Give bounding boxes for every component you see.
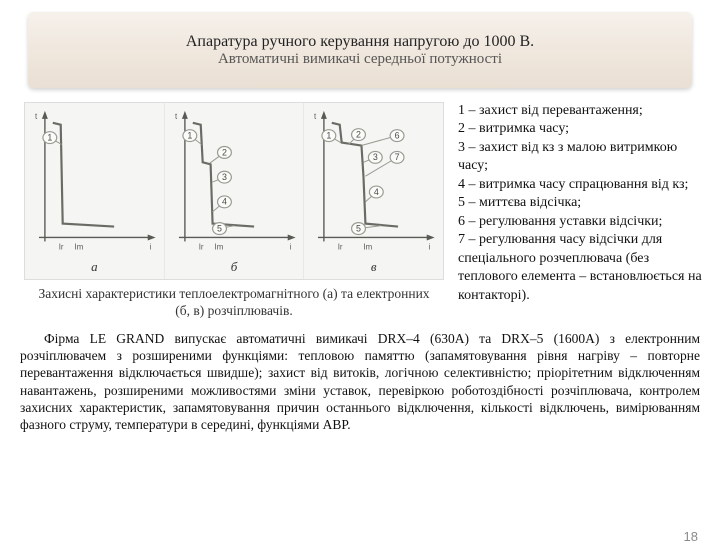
legend-item-1: 1 – захист від перевантаження; [458, 102, 706, 120]
svg-text:t: t [175, 112, 178, 121]
svg-text:t: t [35, 112, 38, 121]
svg-text:6: 6 [395, 130, 400, 140]
title-line1: Апаратура ручного керування напругою до … [186, 33, 534, 51]
svg-text:i: i [429, 242, 431, 251]
svg-text:2: 2 [356, 129, 361, 139]
svg-text:Ir: Ir [338, 242, 343, 251]
page-number: 18 [684, 529, 698, 544]
svg-text:Im: Im [364, 242, 373, 251]
legend-column: 1 – захист від перевантаження;2 – витрим… [458, 102, 706, 320]
body-paragraph: Фірма LE GRAND випускає автоматичні вими… [20, 330, 700, 434]
svg-text:Ir: Ir [198, 242, 203, 251]
svg-text:t: t [314, 112, 317, 121]
sub-label-b: б [231, 259, 238, 275]
body-paragraph-text: Фірма LE GRAND випускає автоматичні вими… [20, 331, 700, 432]
figure-column: t i Ir Im 1 а t i Ir Im [24, 102, 444, 320]
svg-text:2: 2 [222, 147, 227, 157]
svg-text:i: i [150, 242, 152, 251]
legend-item-4: 4 – витримка часу спрацювання від кз; [458, 176, 706, 194]
figure-caption: Захисні характеристики теплоелектромагні… [24, 286, 444, 320]
sub-label-a: а [91, 259, 98, 275]
panel-a-svg: t i Ir Im 1 [25, 103, 164, 279]
svg-text:Im: Im [214, 242, 223, 251]
panel-v: t i Ir Im 1 2 3 4 5 6 7 в [304, 103, 443, 279]
svg-text:4: 4 [222, 197, 227, 207]
panel-b-svg: t i Ir Im 1 2 3 4 5 [165, 103, 304, 279]
svg-text:3: 3 [222, 172, 227, 182]
middle-row: t i Ir Im 1 а t i Ir Im [24, 102, 706, 320]
svg-text:Im: Im [75, 242, 84, 251]
svg-text:3: 3 [373, 152, 378, 162]
svg-text:Ir: Ir [59, 242, 64, 251]
svg-text:1: 1 [327, 130, 332, 140]
panel-a: t i Ir Im 1 а [25, 103, 165, 279]
title-line2: Автоматичні вимикачі середньої потужност… [218, 51, 502, 68]
panel-b: t i Ir Im 1 2 3 4 5 б [165, 103, 305, 279]
svg-text:5: 5 [217, 223, 222, 233]
svg-text:4: 4 [374, 187, 379, 197]
figure-box: t i Ir Im 1 а t i Ir Im [24, 102, 444, 280]
svg-text:1: 1 [187, 130, 192, 140]
svg-text:5: 5 [356, 223, 361, 233]
sub-label-v: в [371, 259, 377, 275]
legend-item-7: 7 – регулювання часу відсічки для спеціа… [458, 231, 706, 305]
legend-item-3: 3 – захист від кз з малою витримкою часу… [458, 139, 706, 176]
svg-text:i: i [289, 242, 291, 251]
svg-text:1: 1 [47, 132, 52, 142]
title-box: Апаратура ручного керування напругою до … [28, 12, 692, 88]
legend-item-5: 5 – миттєва відсічка; [458, 194, 706, 212]
legend-item-2: 2 – витримка часу; [458, 120, 706, 138]
panel-v-svg: t i Ir Im 1 2 3 4 5 6 7 [304, 103, 443, 279]
legend-item-6: 6 – регулювання уставки відсічки; [458, 213, 706, 231]
svg-text:7: 7 [395, 152, 400, 162]
